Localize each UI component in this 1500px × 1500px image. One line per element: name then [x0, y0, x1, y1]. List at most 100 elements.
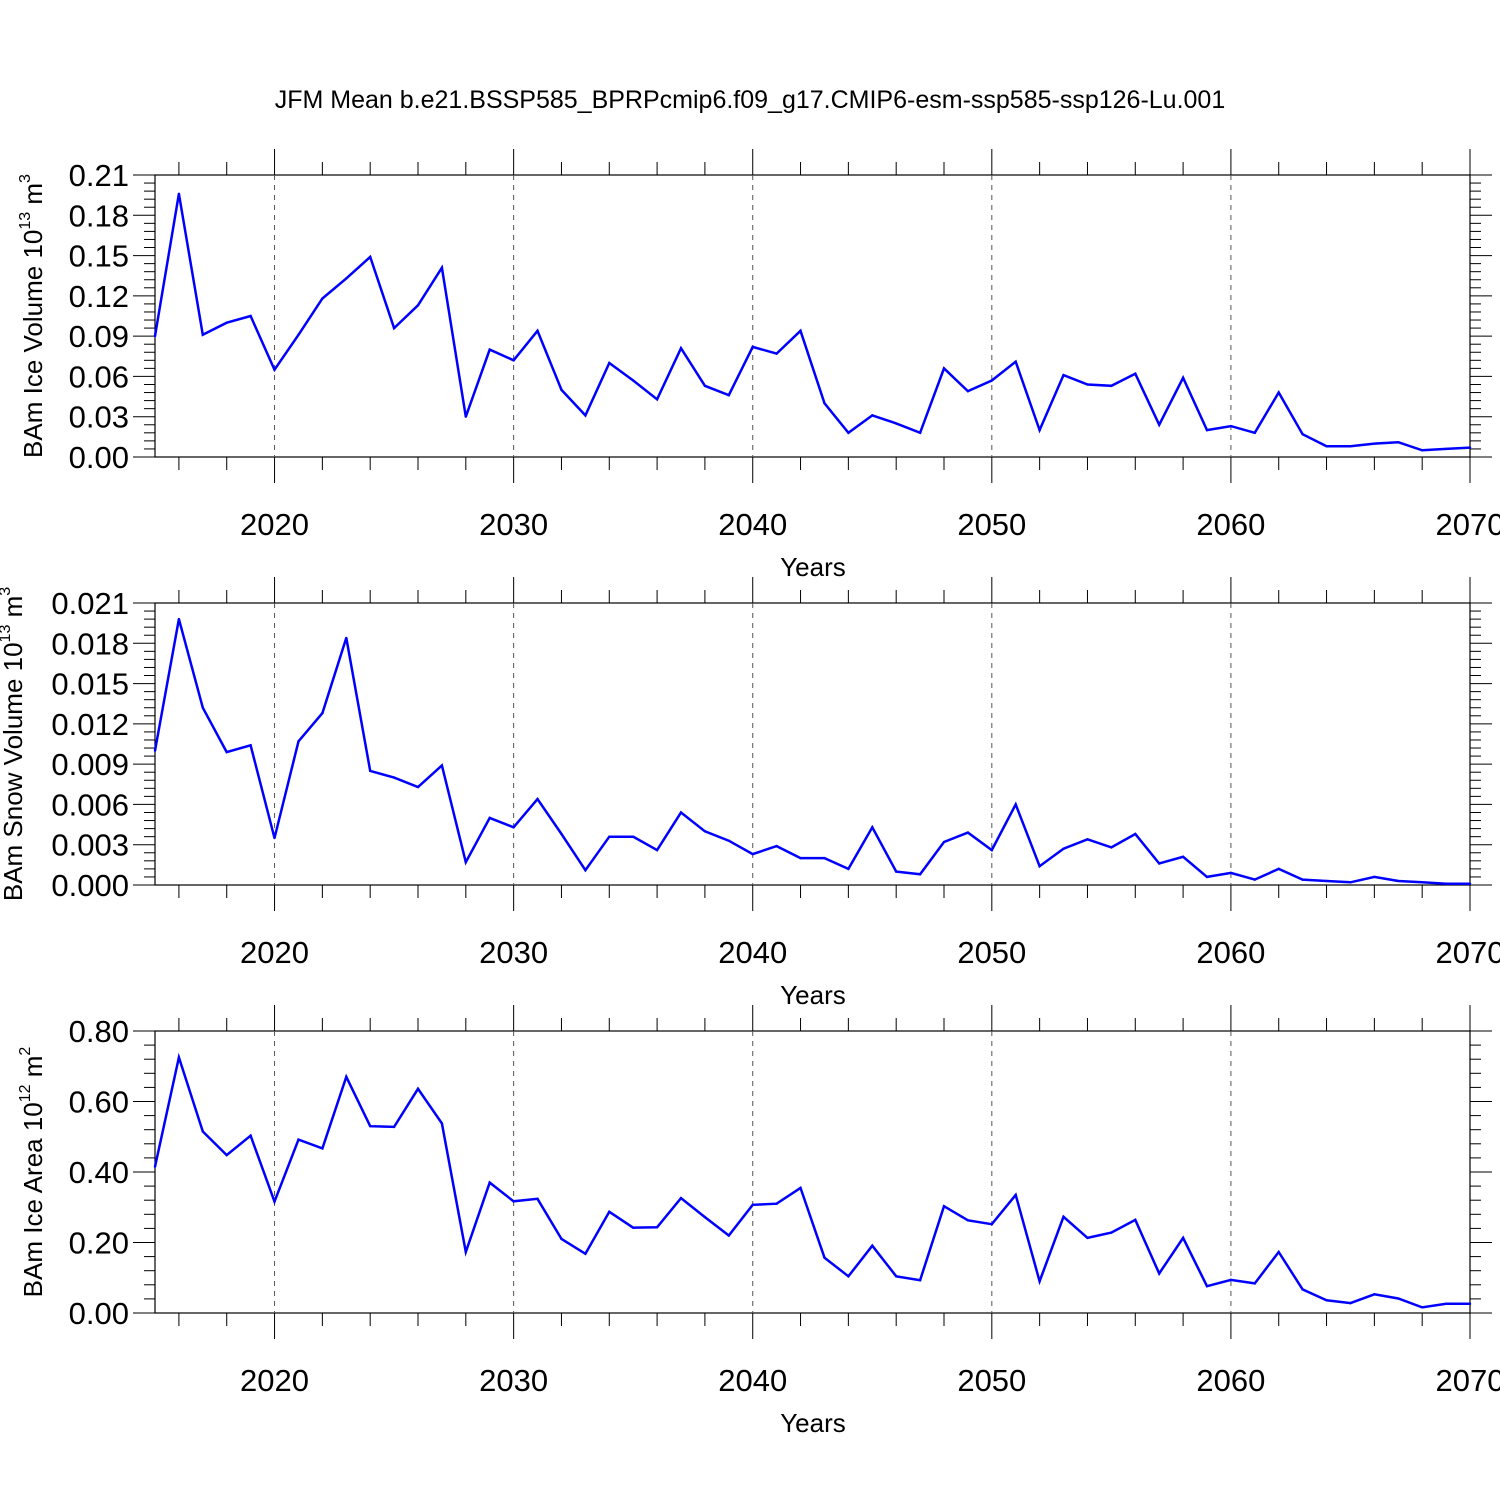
data-point	[584, 414, 587, 417]
x-tick-label: 2040	[718, 935, 787, 970]
data-point	[823, 856, 826, 860]
data-point	[368, 255, 372, 259]
data-point	[1397, 879, 1400, 883]
y-axis-label: BAm Snow Volume 1013 m3	[0, 587, 28, 901]
data-line-series	[153, 193, 1471, 452]
y-axis-label-exponent: 13	[0, 625, 14, 643]
plot-frame	[154, 602, 1471, 886]
data-point	[1157, 1272, 1161, 1275]
y-axis-label-text: BAm Ice Volume 10	[18, 230, 48, 458]
data-point	[273, 836, 276, 840]
data-point	[1110, 384, 1113, 388]
data-point	[1468, 882, 1472, 885]
data-point	[1253, 1282, 1257, 1285]
y-axis-label-unit-exponent: 3	[17, 174, 34, 183]
data-point	[679, 811, 683, 814]
data-point	[1397, 441, 1400, 444]
data-point	[1420, 1306, 1424, 1309]
data-point	[440, 1122, 444, 1125]
data-point	[345, 636, 348, 640]
y-tick-label: 0.003	[51, 828, 129, 863]
data-point	[273, 1200, 276, 1203]
data-point	[1349, 881, 1352, 884]
data-point	[416, 1087, 420, 1091]
plot-frame	[154, 1030, 1471, 1314]
y-axis-label-exponent: 13	[17, 212, 34, 230]
data-point	[1086, 838, 1089, 841]
data-point	[1277, 1250, 1280, 1254]
x-tick-label: 2030	[479, 507, 548, 542]
data-point	[345, 1075, 348, 1079]
data-point	[608, 835, 611, 838]
y-axis-label-unit-exponent: 2	[17, 1047, 34, 1056]
data-point	[488, 1181, 491, 1184]
data-point	[775, 1202, 778, 1205]
data-point	[703, 1215, 707, 1219]
data-point	[1205, 875, 1209, 879]
data-point	[775, 352, 778, 355]
x-tick-label: 2040	[718, 507, 787, 542]
data-point	[584, 1252, 587, 1255]
data-point	[1349, 445, 1352, 448]
x-tick-label: 2060	[1196, 1363, 1265, 1398]
data-point	[703, 830, 707, 833]
data-point	[1134, 372, 1137, 375]
data-point	[536, 329, 539, 332]
data-point	[1468, 446, 1472, 449]
data-point	[1014, 1193, 1017, 1197]
x-tick-label: 2020	[240, 507, 309, 542]
data-point	[177, 617, 181, 621]
x-tick-label: 2060	[1196, 507, 1265, 542]
data-point	[1325, 445, 1328, 448]
data-point	[847, 1275, 850, 1278]
data-point	[1086, 383, 1089, 386]
x-tick-label: 2030	[479, 1363, 548, 1398]
data-point	[1110, 846, 1113, 849]
data-point	[153, 749, 157, 752]
data-point	[1468, 1302, 1472, 1306]
data-point	[918, 431, 922, 435]
data-point	[655, 1226, 659, 1229]
data-point	[416, 304, 420, 307]
data-point	[464, 415, 468, 418]
data-point	[631, 379, 635, 382]
data-point	[440, 266, 444, 269]
data-point	[249, 744, 252, 747]
y-tick-label: 0.18	[69, 198, 129, 233]
data-point	[751, 852, 754, 856]
data-point	[1301, 1288, 1304, 1291]
y-tick-label: 0.12	[69, 279, 129, 314]
data-point	[560, 388, 563, 392]
data-point	[823, 1256, 826, 1259]
data-point	[942, 840, 946, 844]
data-point	[416, 785, 420, 789]
data-line-series	[153, 618, 1470, 885]
data-point	[1086, 1236, 1089, 1240]
data-point	[1038, 428, 1041, 432]
data-point	[201, 1130, 205, 1133]
y-tick-label: 0.80	[69, 1014, 129, 1049]
data-point	[990, 379, 994, 382]
data-point	[1325, 1299, 1328, 1302]
data-point	[488, 348, 491, 351]
y-tick-label: 0.60	[69, 1085, 129, 1120]
y-tick-label: 0.006	[51, 787, 129, 822]
data-point	[1444, 1302, 1448, 1306]
y-tick-label: 0.000	[51, 868, 129, 903]
x-tick-label: 2070	[1436, 935, 1500, 970]
data-point	[1301, 878, 1304, 881]
y-axis-label-unit: m	[0, 596, 28, 625]
data-point	[392, 1125, 396, 1129]
x-tick-label: 2050	[957, 1363, 1026, 1398]
data-point	[1014, 803, 1017, 806]
data-point	[1205, 1285, 1209, 1288]
chart-panel-2: 2020 2030 2040 2050 2060 2070 0.000 0.003 0.006 0…	[0, 577, 1500, 1010]
y-tick-label: 0.009	[51, 747, 129, 782]
data-point	[488, 816, 491, 820]
x-tick-label: 2060	[1196, 935, 1265, 970]
data-point	[321, 711, 324, 715]
data-point	[464, 860, 468, 864]
data-point	[201, 333, 205, 336]
data-point	[751, 1203, 754, 1206]
